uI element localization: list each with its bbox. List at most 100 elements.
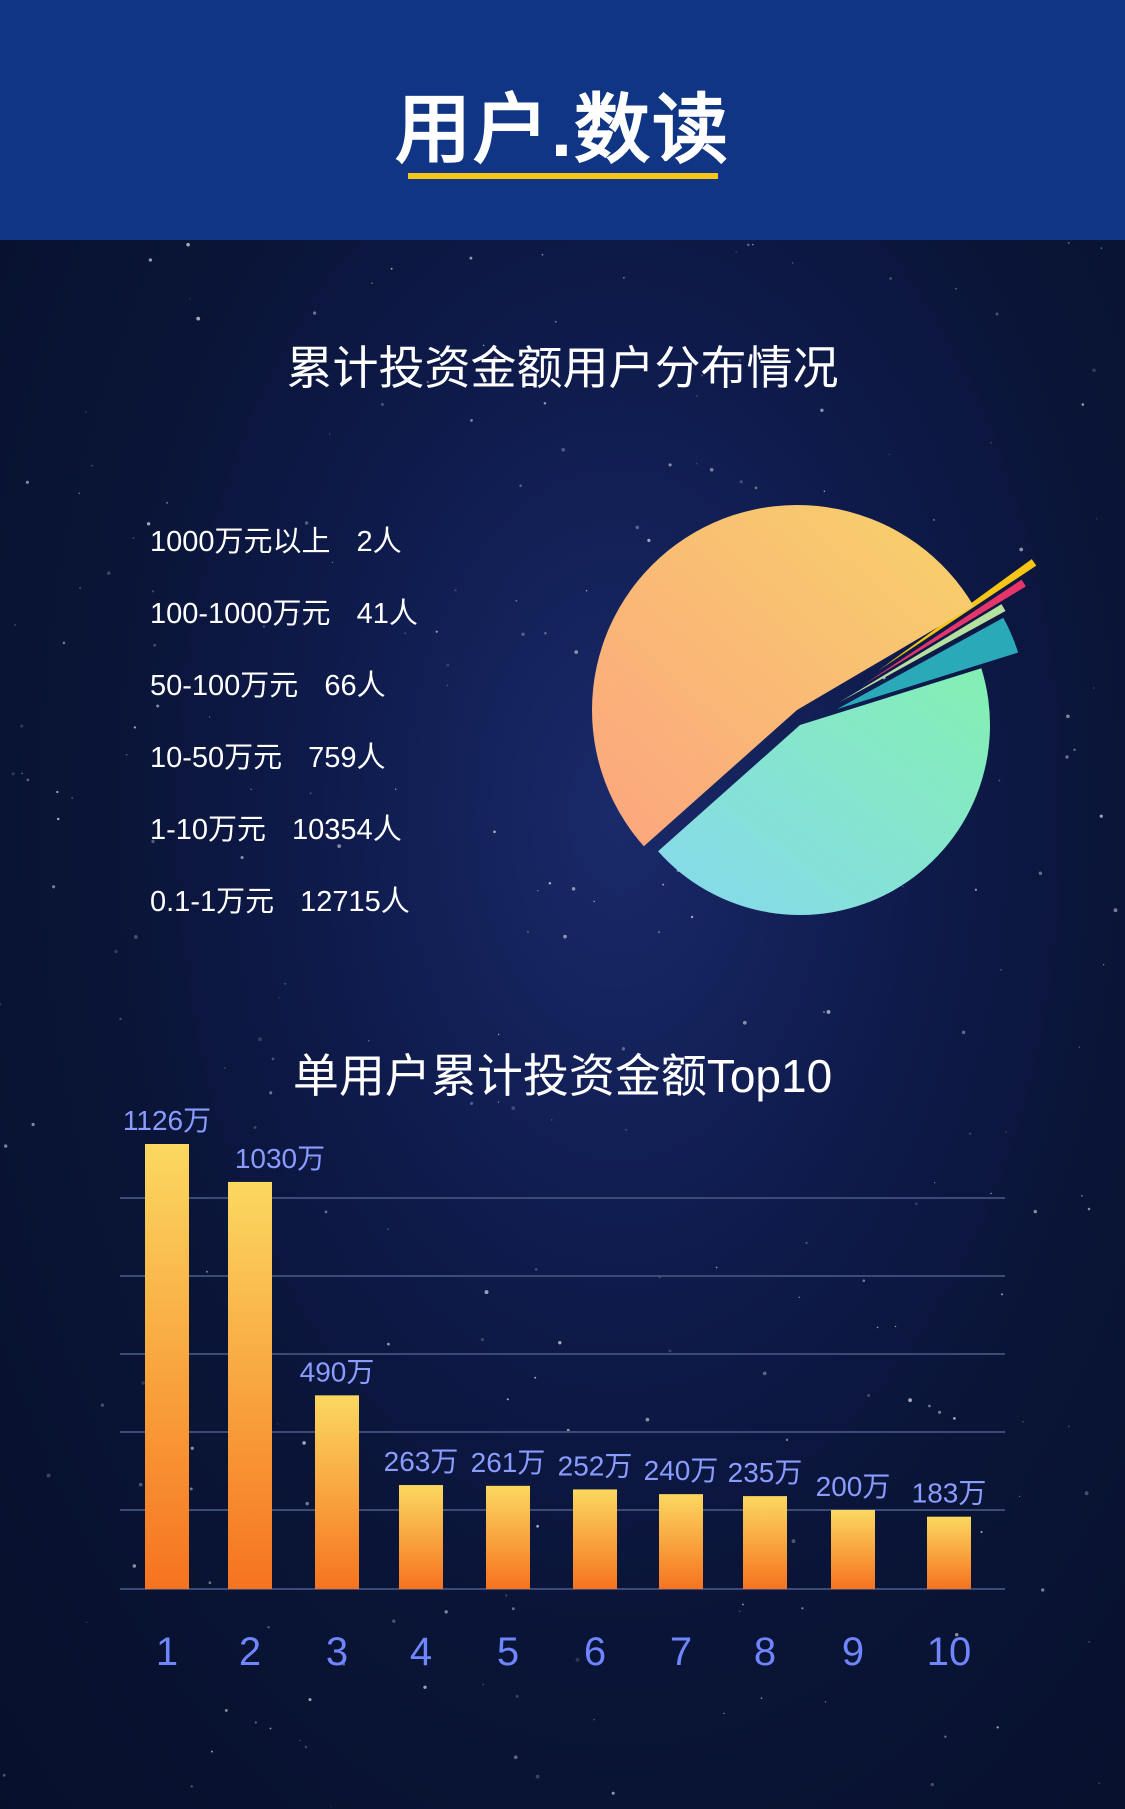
star-dot (515, 1694, 519, 1698)
star-dot (468, 1089, 470, 1091)
star-dot (328, 433, 331, 435)
star-dot (196, 316, 201, 321)
star-dot (805, 1241, 808, 1244)
star-dot (208, 1581, 212, 1585)
star-dot (470, 1101, 474, 1105)
x-tick-label: 6 (584, 1630, 606, 1674)
star-dot (791, 1080, 794, 1082)
pie-slice (838, 604, 1006, 703)
star-dot (258, 1037, 263, 1042)
star-dot (938, 1410, 942, 1414)
star-dot (1022, 1421, 1024, 1423)
star-dot (690, 915, 694, 919)
star-dot (148, 258, 153, 262)
star-dot (1088, 1640, 1091, 1643)
star-dot (25, 480, 29, 484)
star-dot (1065, 755, 1069, 759)
star-dot (56, 790, 59, 794)
star-dot (888, 453, 891, 456)
star-dot (735, 251, 737, 253)
star-dot (866, 1393, 871, 1397)
star-dot (132, 1564, 137, 1568)
star-dot (537, 889, 539, 892)
star-dot (541, 253, 544, 256)
star-dot (739, 480, 743, 484)
star-dot (269, 1727, 272, 1730)
star-dot (2, 1773, 6, 1777)
star-dot (133, 935, 138, 939)
star-dot (189, 297, 191, 300)
star-dot (114, 949, 118, 954)
star-dot (944, 1735, 947, 1738)
star-dot (1103, 964, 1105, 966)
star-dot (635, 525, 640, 530)
star-dot (534, 1376, 537, 1379)
star-dot (876, 1326, 879, 1329)
star-dot (497, 1101, 500, 1103)
star-dot (622, 276, 625, 279)
star-dot (889, 277, 892, 280)
star-dot (954, 1632, 959, 1637)
legend-item: 50-100万元 66人 (150, 662, 418, 734)
star-dot (625, 1129, 627, 1131)
star-dot (980, 1530, 983, 1534)
star-dot (515, 599, 518, 602)
star-dot (862, 1279, 866, 1282)
star-dot (21, 772, 23, 775)
star-dot (738, 1610, 741, 1613)
star-dot (928, 1404, 931, 1408)
star-dot (56, 817, 60, 821)
x-tick-label: 2 (239, 1630, 261, 1674)
bar (228, 1181, 272, 1589)
star-dot (798, 1296, 800, 1298)
star-dot (46, 1473, 51, 1478)
star-dot (404, 632, 407, 635)
star-dot (658, 931, 660, 933)
star-dot (751, 243, 754, 246)
bar (573, 1489, 617, 1589)
star-dot (0, 1003, 2, 1006)
star-dot (138, 1482, 143, 1487)
star-dot (91, 464, 93, 467)
star-dot (295, 609, 299, 614)
pie-slice (836, 617, 1019, 710)
star-dot (151, 590, 155, 593)
star-dot (955, 288, 957, 290)
star-dot (324, 1210, 328, 1214)
star-dot (1087, 1207, 1091, 1211)
bar-value-label: 261万 (471, 1447, 546, 1478)
star-dot (801, 1607, 804, 1610)
pie-chart-title: 累计投资金额用户分布情况 (286, 342, 839, 394)
star-dot (700, 374, 704, 377)
star-dot (380, 402, 384, 406)
star-dot (166, 501, 168, 504)
legend-item: 1000万元以上 2人 (150, 518, 418, 590)
star-dot (1073, 748, 1076, 752)
star-dot (146, 522, 151, 526)
page-title: 用户.数读 (394, 88, 731, 173)
star-dot (446, 684, 448, 686)
bar-value-label: 1126万 (123, 1105, 211, 1136)
star-dot (14, 624, 16, 626)
x-tick-label: 5 (497, 1630, 519, 1674)
star-dot (208, 716, 211, 718)
star-dot (250, 788, 252, 791)
star-dot (1093, 687, 1095, 689)
star-dot (998, 779, 1001, 782)
star-dot (26, 778, 30, 782)
pie-legend: 1000万元以上 2人 100-1000万元 41人 50-100万元 66人 10-50万… (150, 518, 418, 950)
star-dot (930, 1782, 934, 1787)
star-dot (482, 344, 485, 347)
star-dot (534, 1268, 538, 1271)
star-dot (454, 589, 457, 592)
star-dot (106, 571, 111, 575)
star-dot (1092, 368, 1096, 372)
bar (831, 1509, 875, 1589)
legend-label: 1-10万元 (150, 814, 267, 846)
star-dot (536, 1524, 539, 1528)
legend-item: 0.1-1万元 12715人 (150, 878, 418, 950)
star-dot (593, 1718, 595, 1721)
star-dot (742, 1020, 747, 1025)
legend-label: 1000万元以上 (150, 526, 331, 558)
star-dot (511, 1106, 516, 1111)
